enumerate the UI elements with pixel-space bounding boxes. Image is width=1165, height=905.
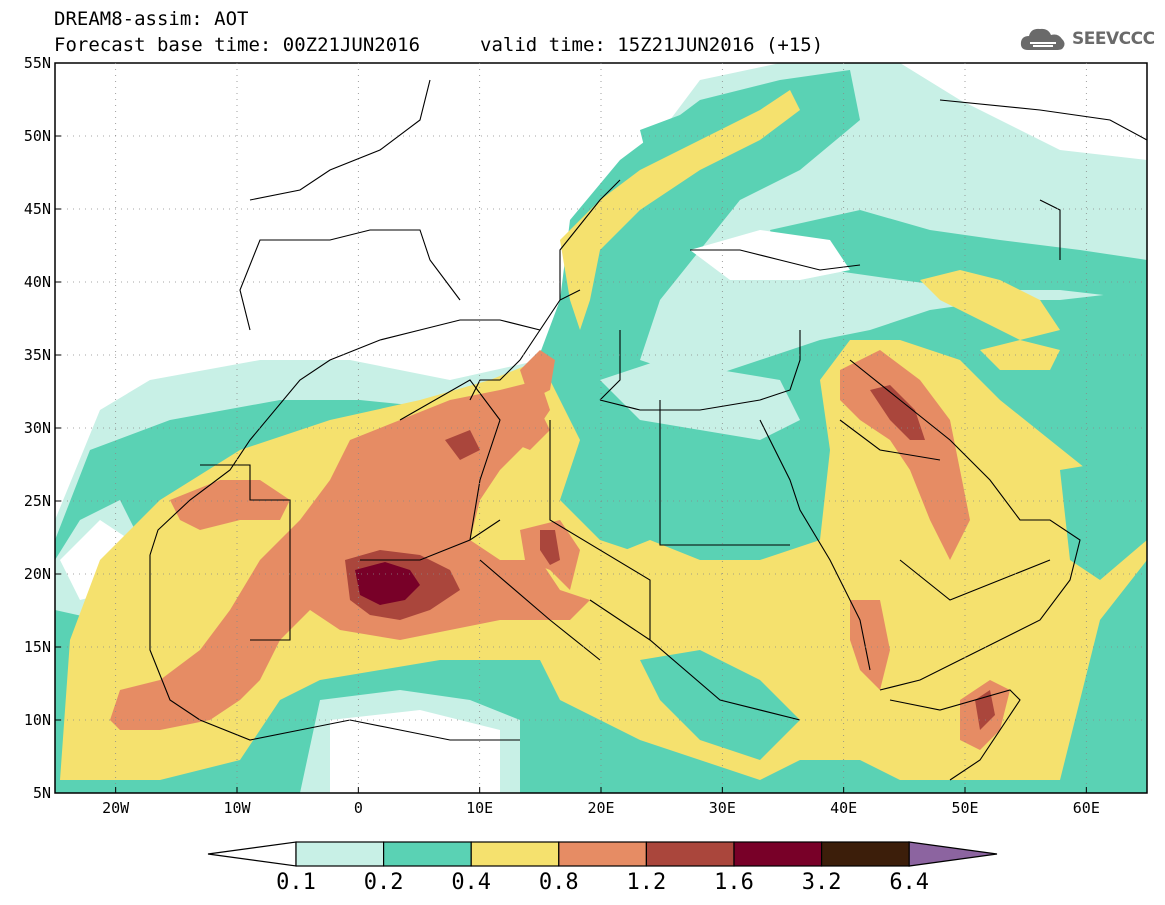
colorbar xyxy=(207,841,998,867)
colorbar-max-arrow xyxy=(908,841,998,867)
valid-time: valid time: 15Z21JUN2016 (+15) xyxy=(480,34,824,56)
base-time: Forecast base time: 00Z21JUN2016 xyxy=(54,34,421,56)
logo-text: SEEVCCC xyxy=(1072,29,1155,49)
axis-labels: 55N 50N 45N 40N 35N 30N 25N 20N 15N 10N 5N 20W 10W 0 1… xyxy=(24,54,1100,817)
axis-ticks xyxy=(55,62,1087,794)
lat-label: 25N xyxy=(24,492,51,510)
lon-label: 60E xyxy=(1073,799,1100,817)
coastlines xyxy=(149,79,1147,781)
product-title: DREAM8-assim: AOT xyxy=(54,8,249,30)
cloud-icon xyxy=(1020,28,1065,50)
colorbar-level-label: 0.2 xyxy=(363,870,404,895)
colorbar-level-label: 1.6 xyxy=(714,870,754,895)
colorbar-level-label: 0.8 xyxy=(538,870,579,895)
colorbar-min-arrow xyxy=(207,841,297,867)
colorbar-swatch xyxy=(295,841,385,867)
lon-label: 50E xyxy=(951,799,978,817)
lon-label: 10E xyxy=(466,799,493,817)
colorbar-swatch xyxy=(820,841,910,867)
lat-label: 10N xyxy=(24,711,51,729)
colorbar-level-label: 0.4 xyxy=(451,870,492,895)
colorbar-level-label: 6.4 xyxy=(889,870,930,895)
lat-label: 35N xyxy=(24,346,51,364)
lat-label: 5N xyxy=(33,784,51,802)
colorbar-swatch xyxy=(558,841,647,867)
lon-label: 20E xyxy=(587,799,614,817)
lat-label: 55N xyxy=(24,54,51,72)
graticule xyxy=(55,63,1147,793)
lat-label: 50N xyxy=(24,127,51,145)
colorbar-level-label: 3.2 xyxy=(801,870,842,895)
lat-label: 30N xyxy=(24,419,51,437)
seevccc-logo: SEEVCCC xyxy=(1018,22,1155,56)
lon-label: 20W xyxy=(102,799,130,817)
lon-label: 10W xyxy=(223,799,251,817)
colorbar-swatch xyxy=(383,841,472,867)
colorbar-swatch xyxy=(733,841,823,867)
colorbar-level-label: 1.2 xyxy=(626,870,667,895)
lat-label: 45N xyxy=(24,200,51,218)
lon-label: 40E xyxy=(830,799,857,817)
lat-label: 15N xyxy=(24,638,51,656)
lat-label: 20N xyxy=(24,565,51,583)
colorbar-swatch xyxy=(645,841,735,867)
lon-label: 30E xyxy=(709,799,736,817)
colorbar-level-label: 0.1 xyxy=(276,870,316,895)
lat-label: 40N xyxy=(24,273,51,291)
lon-label: 0 xyxy=(354,799,363,817)
colorbar-swatch xyxy=(470,841,560,867)
